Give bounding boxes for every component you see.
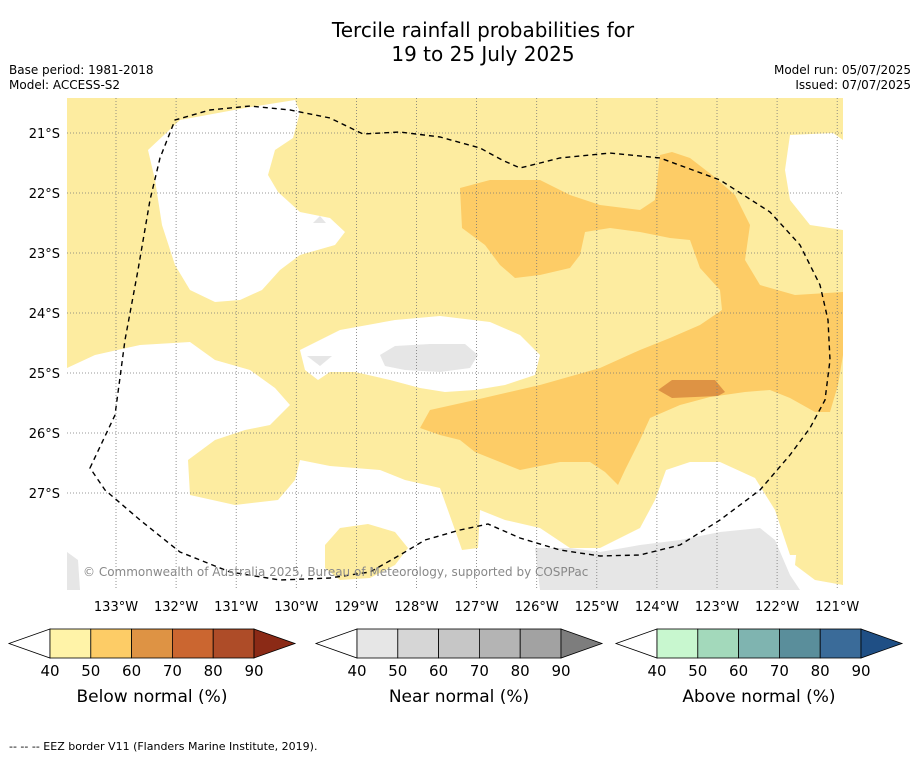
colorbar-title: Above normal (%) [682, 687, 835, 707]
colorbar-segment [819, 628, 862, 659]
colorbar-segment [738, 628, 780, 659]
colorbar-segment [212, 628, 255, 659]
colorbar-tick-label: 70 [470, 662, 489, 680]
no-signal-area-east [785, 133, 843, 230]
lon-tick-label: 121°W [815, 600, 859, 615]
colorbar-low-extension [614, 628, 658, 659]
below-60-70-patch [658, 380, 725, 398]
meta-left: Base period: 1981-2018 Model: ACCESS-S2 [9, 63, 154, 93]
lon-tick-label: 131°W [214, 600, 258, 615]
colorbars: 40 50 60 70 80 90 Below normal (%) 40 50 60 70 80 90… [7, 628, 904, 707]
lon-tick-label: 132°W [154, 600, 198, 615]
colorbar-tick-label: 60 [122, 662, 141, 680]
colorbar-low-extension [7, 628, 51, 659]
colorbar-tick-label: 70 [163, 662, 182, 680]
colorbar-segment [90, 628, 133, 659]
colorbar-tick-label: 80 [204, 662, 223, 680]
lat-tick-label: 26°S [29, 427, 60, 442]
colorbar-tick-label: 40 [40, 662, 59, 680]
colorbar-title: Near normal (%) [389, 687, 529, 707]
lat-tick-label: 27°S [29, 487, 60, 502]
longitude-labels: 133°W 132°W 131°W 130°W 129°W 128°W 127°W 126°W… [94, 600, 860, 615]
colorbar-segment [779, 628, 821, 659]
colorbar-1: 40 50 60 70 80 90 Near normal (%) [314, 628, 604, 707]
lon-tick-label: 128°W [394, 600, 438, 615]
colorbar-tick-label: 50 [688, 662, 707, 680]
colorbar-tick-label: 70 [770, 662, 789, 680]
colorbar-tick-label: 80 [511, 662, 530, 680]
map-title: Tercile rainfall probabilities for 19 to… [0, 18, 919, 66]
colorbar-tick-label: 90 [551, 662, 570, 680]
issued-date: Issued: 07/07/2025 [795, 78, 911, 92]
lat-tick-label: 25°S [29, 367, 60, 382]
lon-tick-label: 126°W [515, 600, 559, 615]
colorbar-high-extension [860, 628, 904, 659]
colorbar-segment [131, 628, 173, 659]
near-40-50-patch-center [380, 344, 478, 372]
gridlines [67, 98, 843, 590]
colorbar-segment [478, 628, 521, 659]
colorbar-tick-label: 60 [429, 662, 448, 680]
colorbar-segment [438, 628, 480, 659]
colorbar-high-extension [253, 628, 297, 659]
colorbar-segment [171, 628, 214, 659]
near-40-50-patch-north [313, 216, 326, 223]
colorbar-2: 40 50 60 70 80 90 Above normal (%) [614, 628, 904, 707]
model-name: Model: ACCESS-S2 [9, 78, 121, 92]
near-40-50-patch-west [307, 356, 332, 366]
below-50-60-region [420, 152, 843, 485]
lat-tick-label: 24°S [29, 307, 60, 322]
colorbar-segment [697, 628, 739, 659]
legend-footer: -- -- -- EEZ border V11 (Flanders Marine… [9, 740, 318, 753]
colorbar-tick-label: 80 [811, 662, 830, 680]
lon-tick-label: 129°W [334, 600, 378, 615]
title-line-2: 19 to 25 July 2025 [391, 42, 575, 66]
below-40-50-patch-south [325, 524, 408, 580]
colorbar-high-extension [560, 628, 604, 659]
lon-tick-label: 133°W [94, 600, 138, 615]
copyright-note: © Commonwealth of Australia 2025, Bureau… [83, 565, 589, 579]
near-40-50-patch-sw [67, 552, 80, 590]
colorbar-tick-label: 40 [347, 662, 366, 680]
colorbar-title: Below normal (%) [77, 687, 228, 707]
colorbar-tick-label: 40 [647, 662, 666, 680]
lat-tick-label: 21°S [29, 127, 60, 142]
map-plot-area [67, 98, 843, 590]
colorbar-segment [49, 628, 92, 659]
eez-border-line [89, 105, 831, 581]
colorbar-tick-label: 90 [244, 662, 263, 680]
colorbar-0: 40 50 60 70 80 90 Below normal (%) [7, 628, 297, 707]
colorbar-segment [356, 628, 399, 659]
lon-tick-label: 123°W [695, 600, 739, 615]
lon-tick-label: 124°W [635, 600, 679, 615]
title-line-1: Tercile rainfall probabilities for [331, 18, 635, 42]
latitude-labels: 21°S 22°S 23°S 24°S 25°S 26°S 27°S [29, 127, 60, 502]
colorbar-tick-label: 50 [81, 662, 100, 680]
colorbar-tick-label: 60 [729, 662, 748, 680]
colorbar-segment [397, 628, 439, 659]
colorbar-segment [519, 628, 562, 659]
near-40-50-patch-south [535, 528, 800, 590]
below-40-50-patch-se [795, 500, 843, 585]
lat-tick-label: 22°S [29, 187, 60, 202]
colorbar-segment [656, 628, 699, 659]
lon-tick-label: 122°W [755, 600, 799, 615]
meta-right: Model run: 05/07/2025 Issued: 07/07/2025 [774, 63, 911, 93]
lon-tick-label: 127°W [455, 600, 499, 615]
lat-tick-label: 23°S [29, 247, 60, 262]
no-signal-area-nw [148, 100, 345, 302]
lon-tick-label: 125°W [575, 600, 619, 615]
lon-tick-label: 130°W [274, 600, 318, 615]
base-period: Base period: 1981-2018 [9, 63, 154, 77]
colorbar-tick-label: 90 [851, 662, 870, 680]
colorbar-tick-label: 50 [388, 662, 407, 680]
model-run: Model run: 05/07/2025 [773, 63, 911, 77]
colorbar-low-extension [314, 628, 358, 659]
